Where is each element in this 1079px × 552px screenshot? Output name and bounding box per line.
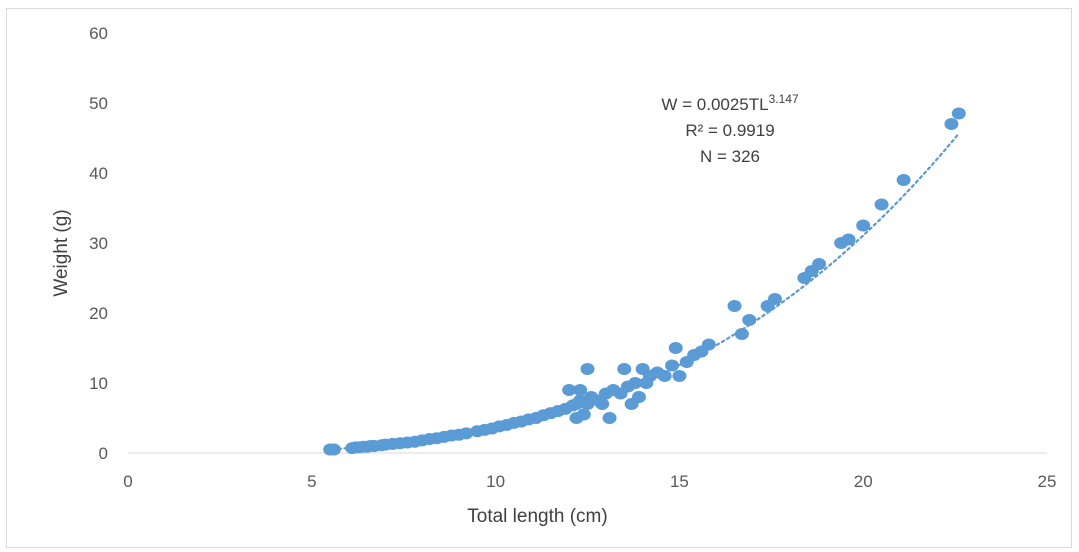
x-tick-label: 15 [670, 472, 689, 491]
data-point [672, 370, 687, 382]
data-point [459, 427, 474, 440]
y-tick-label: 0 [99, 444, 108, 463]
x-tick-label: 20 [854, 472, 873, 491]
y-tick-label: 10 [89, 374, 108, 393]
chart-frame [6, 8, 1072, 548]
equation-label: W = 0.0025TL3.147 [661, 92, 799, 114]
data-point [874, 198, 889, 211]
data-point [617, 363, 632, 375]
data-point [812, 258, 827, 270]
data-point [326, 443, 341, 456]
data-point [595, 398, 610, 410]
data-point [573, 384, 588, 396]
equation-exponent: 3.147 [769, 92, 799, 106]
r-squared-label: R² = 0.9919 [685, 121, 774, 140]
y-tick-label: 30 [89, 234, 108, 253]
data-point [602, 412, 617, 424]
y-tick-label: 40 [89, 164, 108, 183]
data-point [631, 391, 646, 403]
x-tick-labels: 0 5 10 15 20 25 [123, 472, 1056, 491]
data-point [841, 233, 856, 246]
x-tick-label: 0 [123, 472, 132, 491]
data-point [668, 342, 683, 354]
data-point [576, 408, 591, 421]
x-tick-label: 10 [486, 472, 505, 491]
data-point [628, 377, 643, 389]
data-point [951, 107, 966, 120]
data-point [657, 370, 672, 382]
data-point [767, 293, 782, 305]
y-tick-label: 60 [89, 24, 108, 43]
data-points [323, 107, 966, 456]
data-point [856, 219, 871, 232]
data-point [727, 300, 742, 312]
equation-prefix: W = 0.0025TL [661, 95, 768, 114]
y-tick-labels: 0 10 20 30 40 50 60 [89, 24, 108, 463]
y-tick-label: 50 [89, 94, 108, 113]
x-axis-title: Total length (cm) [467, 506, 607, 527]
data-point [742, 314, 757, 326]
data-point [701, 338, 716, 351]
data-point [562, 384, 577, 396]
y-tick-label: 20 [89, 304, 108, 323]
data-point [665, 359, 680, 372]
x-tick-label: 5 [307, 472, 316, 491]
data-point [944, 118, 959, 130]
data-point [734, 328, 749, 340]
data-point [896, 174, 911, 186]
sample-size-label: N = 326 [700, 147, 760, 166]
x-tick-label: 25 [1038, 472, 1057, 491]
y-axis-title: Weight (g) [51, 209, 72, 296]
data-point [580, 363, 595, 375]
